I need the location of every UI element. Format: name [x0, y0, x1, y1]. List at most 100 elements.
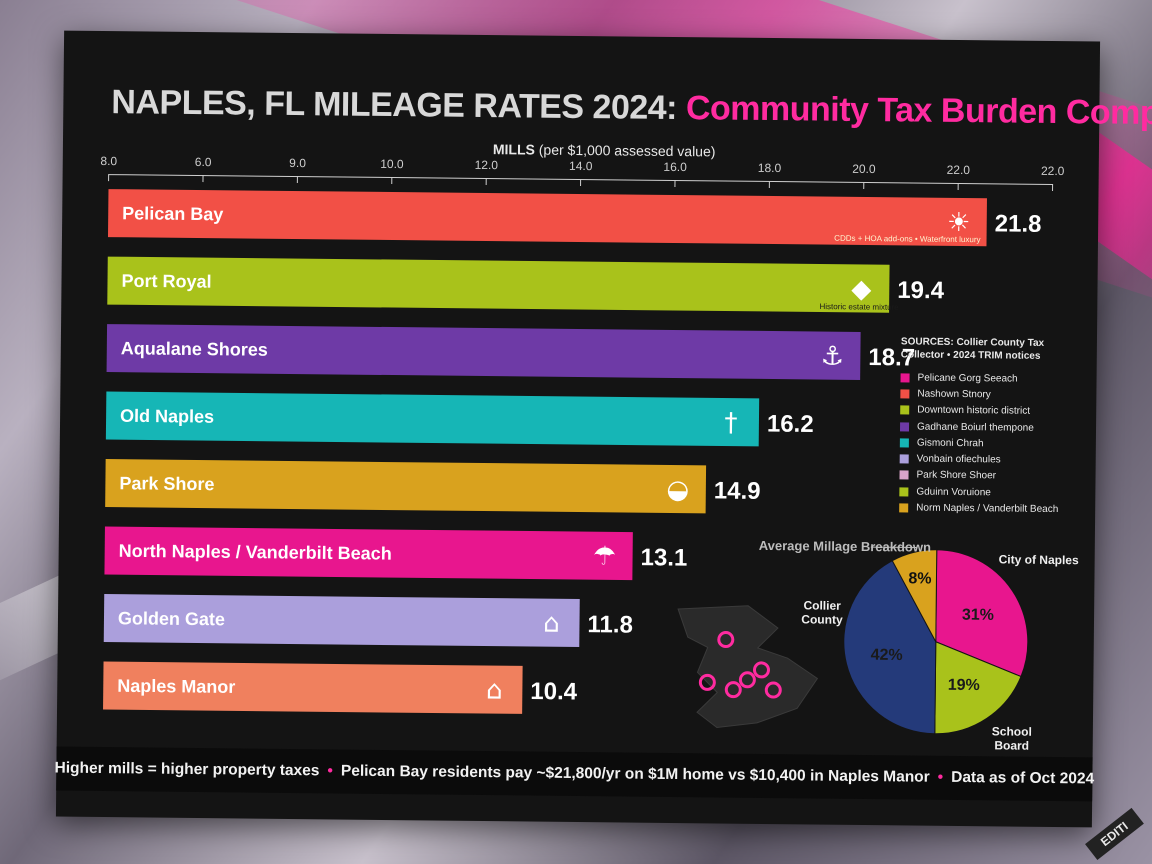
pie-value-label: 31% — [962, 607, 994, 624]
x-tick-label: 22.0 — [1041, 164, 1065, 178]
footer-text-1: Higher mills = higher property taxes — [54, 759, 320, 780]
x-tick-label: 8.0 — [100, 154, 117, 168]
house-icon: ⌂ — [543, 609, 560, 639]
footer-text-3: Data as of Oct 2024 — [951, 768, 1095, 788]
bar — [104, 526, 633, 581]
bar-annotation: CDDs + HOA add-ons • Waterfront luxury — [834, 234, 980, 245]
bar-annotation: Historic estate mixture — [819, 302, 899, 312]
footer-banner: Higher mills = higher property taxes • P… — [54, 746, 1095, 802]
legend-label: Downtown historic district — [917, 404, 1031, 417]
bar-chart: 8.0 6.0 9.0 10.0 12.0 14.0 16.0 18.0 20.0 22.0 22.… — [100, 154, 1065, 735]
legend-item: Gismoni Chrah — [899, 435, 1080, 453]
legend-swatch — [899, 438, 909, 448]
x-tick-label: 16.0 — [663, 160, 687, 174]
legend-label: Vonbain ofiechules — [916, 453, 1001, 466]
bar-category-label: North Naples / Vanderbilt Beach — [119, 541, 392, 564]
legend-swatch — [900, 389, 910, 399]
legend-label: Nashown Stnory — [917, 388, 991, 401]
legend-label: Gduinn Voruione — [916, 486, 991, 499]
pie-label-school: School Board — [991, 724, 1032, 754]
map-pin-icon — [764, 681, 782, 699]
pie-slice — [843, 560, 937, 735]
bar — [107, 189, 987, 247]
x-tick-label: 6.0 — [195, 155, 212, 169]
pie-slice — [935, 549, 1029, 678]
legend-label: Gadhane Boiurl thempone — [916, 421, 1034, 434]
map-pin-icon — [752, 661, 770, 679]
legend-swatch — [900, 405, 910, 415]
legend-swatch — [900, 373, 910, 383]
map-pin-icon — [738, 671, 756, 689]
legend-item: Vonbain ofiechules — [899, 451, 1080, 469]
pie-value-label: 19% — [948, 677, 980, 694]
legend-label: Pelicane Gorg Seeach — [917, 372, 1018, 385]
footer-text-2: Pelican Bay residents pay ~$21,800/yr on… — [340, 762, 930, 786]
yacht-icon: ⚓ — [821, 342, 845, 372]
pie-value-label: 8% — [908, 570, 931, 587]
bar-category-label: Aqualane Shores — [121, 338, 268, 360]
beach-umbrella-icon: ☂ — [593, 542, 617, 572]
corner-tag: EDITI — [1085, 808, 1144, 860]
palm-tree-icon: ☀ — [947, 208, 971, 238]
footer-separator: • — [327, 762, 333, 780]
legend-swatch — [899, 421, 910, 431]
bar-value-label: 19.4 — [897, 277, 945, 304]
legend-swatch — [899, 503, 909, 513]
bar-category-label: Port Royal — [121, 271, 211, 292]
x-tick-label: 9.0 — [289, 156, 306, 170]
bar-category-label: Park Shore — [119, 473, 214, 494]
pie-label-city: City of Naples — [998, 552, 1079, 568]
bar — [106, 324, 861, 380]
house-icon: ⌂ — [486, 676, 503, 706]
map-pin-icon — [717, 631, 735, 649]
legend-rows: Pelicane Gorg Seeach Nashown Stnory Downto… — [899, 369, 1081, 518]
legend-swatch — [899, 454, 909, 464]
map-pin-icon — [724, 681, 742, 699]
pie-title: Average Millage Breakdown — [759, 538, 931, 557]
legend: SOURCES: Collier County Tax Collector • … — [899, 335, 1081, 518]
bar-value-label: 21.8 — [995, 210, 1042, 237]
x-tick-label: 22.0 — [947, 163, 971, 177]
x-tick-label: 10.0 — [380, 157, 404, 171]
bar — [107, 256, 890, 313]
shell-icon: ◒ — [666, 475, 689, 505]
bar — [105, 391, 760, 447]
bar-category-label: Golden Gate — [118, 608, 225, 629]
bar — [103, 594, 580, 648]
legend-item: Nashown Stnory — [900, 386, 1080, 404]
legend-source: SOURCES: Collier County Tax Collector • … — [900, 336, 1045, 362]
footer-separator: • — [937, 768, 944, 786]
legend-item: Downtown historic district — [900, 402, 1080, 420]
bar — [105, 459, 707, 514]
street-lamp-icon: † — [724, 408, 737, 438]
legend-swatch — [899, 487, 909, 497]
bar-category-label: Pelican Bay — [122, 203, 223, 224]
infographic-board: NAPLES, FL MILEAGE RATES 2024: Community… — [54, 30, 1152, 828]
bar-category-label: Naples Manor — [117, 676, 235, 697]
map-pin-icon — [698, 673, 716, 691]
bar-value-label: 14.9 — [714, 477, 761, 504]
pie-slice — [934, 641, 1022, 735]
bar-category-label: Old Naples — [120, 406, 214, 427]
x-tick-label: 12.0 — [475, 158, 499, 172]
bar-value-label: 10.4 — [530, 678, 578, 705]
legend-label: Park Shore Shoer — [916, 469, 997, 482]
legend-item: Pelicane Gorg Seeach — [900, 369, 1080, 387]
legend-item: Park Shore Shoer — [899, 467, 1079, 485]
legend-label: Norm Naples / Vanderbilt Beach — [916, 502, 1059, 516]
pie-title-text: Average Millage Breakdown — [758, 537, 932, 555]
legend-swatch — [899, 470, 909, 480]
bar-value-label: 18.7 — [868, 344, 915, 371]
bar-value-label: 16.2 — [767, 410, 814, 437]
legend-item: Gadhane Boiurl thempone — [899, 418, 1080, 436]
bar-value-label: 13.1 — [640, 544, 687, 571]
legend-item: Gduinn Voruione — [899, 483, 1079, 501]
x-tick-label: 14.0 — [569, 159, 593, 173]
x-tick-label: 18.0 — [758, 161, 782, 175]
bar — [103, 661, 523, 714]
x-tick-label: 20.0 — [852, 162, 876, 176]
legend-label: Gismoni Chrah — [916, 437, 984, 450]
pie-value-label: 42% — [871, 647, 903, 664]
gem-icon: ◆ — [851, 274, 871, 304]
pie-label-county: Collier County — [801, 598, 843, 628]
